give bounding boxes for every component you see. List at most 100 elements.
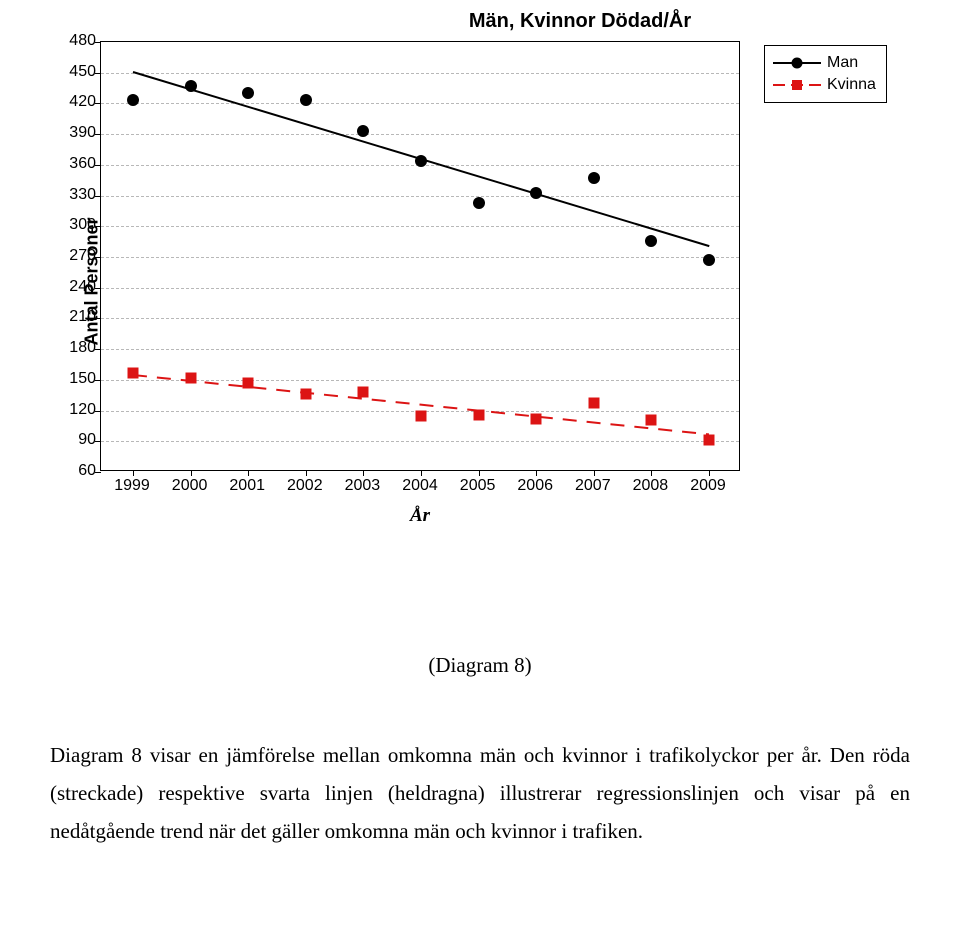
data-marker <box>473 409 484 420</box>
chart-body: Antal Personer 6090120150180210240270300… <box>20 41 940 527</box>
data-marker <box>588 172 600 184</box>
data-marker <box>243 377 254 388</box>
data-marker <box>300 389 311 400</box>
y-tick-label: 390 <box>69 125 96 141</box>
data-marker <box>473 197 485 209</box>
x-tick-label: 2005 <box>460 477 496 495</box>
x-tick-label: 2008 <box>633 477 669 495</box>
y-tick-label: 450 <box>69 64 96 80</box>
data-marker <box>185 80 197 92</box>
plot-column: 1999200020012002200320042005200620072008… <box>100 41 740 527</box>
x-tick-label: 2003 <box>345 477 381 495</box>
data-marker <box>531 413 542 424</box>
diagram-caption: (Diagram 8) <box>0 653 960 678</box>
data-marker <box>415 155 427 167</box>
x-tick-label: 2001 <box>229 477 265 495</box>
y-tick-label: 210 <box>69 309 96 325</box>
grid-line <box>101 288 739 289</box>
x-tick-mark <box>306 470 307 476</box>
y-tick-label: 150 <box>69 371 96 387</box>
x-tick-mark <box>709 470 710 476</box>
x-axis-label: År <box>100 505 740 527</box>
x-tick-label: 2007 <box>575 477 611 495</box>
y-tick-label: 240 <box>69 279 96 295</box>
grid-line <box>101 441 739 442</box>
x-tick-label: 2006 <box>517 477 553 495</box>
data-marker <box>530 187 542 199</box>
y-tick-mark <box>95 42 101 43</box>
x-tick-mark <box>133 470 134 476</box>
x-tick-mark <box>479 470 480 476</box>
grid-line <box>101 134 739 135</box>
y-tick-mark <box>95 165 101 166</box>
square-marker-icon <box>792 80 802 90</box>
x-tick-mark <box>421 470 422 476</box>
y-tick-label: 120 <box>69 402 96 418</box>
y-tick-mark <box>95 73 101 74</box>
x-tick-mark <box>191 470 192 476</box>
data-marker <box>703 254 715 266</box>
data-marker <box>358 387 369 398</box>
grid-line <box>101 196 739 197</box>
y-tick-label: 180 <box>69 340 96 356</box>
legend-item: Man <box>773 52 876 74</box>
y-tick-mark <box>95 441 101 442</box>
body-paragraph: Diagram 8 visar en jämförelse mellan omk… <box>50 736 910 850</box>
legend-label: Man <box>827 54 858 72</box>
x-tick-label: 2009 <box>690 477 726 495</box>
y-tick-mark <box>95 257 101 258</box>
data-marker <box>645 235 657 247</box>
legend-label: Kvinna <box>827 76 876 94</box>
x-tick-label: 1999 <box>114 477 150 495</box>
x-tick-label: 2002 <box>287 477 323 495</box>
chart-title: Män, Kvinnor Dödad/År <box>220 10 940 33</box>
regression-line <box>133 374 709 435</box>
data-marker <box>357 125 369 137</box>
y-tick-label: 480 <box>69 33 96 49</box>
y-tick-mark <box>95 318 101 319</box>
y-tick-label: 330 <box>69 187 96 203</box>
y-tick-mark <box>95 134 101 135</box>
x-tick-label: 2000 <box>172 477 208 495</box>
data-marker <box>416 410 427 421</box>
grid-line <box>101 103 739 104</box>
x-tick-mark <box>363 470 364 476</box>
data-marker <box>646 414 657 425</box>
data-marker <box>588 398 599 409</box>
x-tick-mark <box>651 470 652 476</box>
y-tick-mark <box>95 103 101 104</box>
x-tick-mark <box>248 470 249 476</box>
x-tick-mark <box>536 470 537 476</box>
grid-line <box>101 349 739 350</box>
grid-line <box>101 318 739 319</box>
y-tick-mark <box>95 226 101 227</box>
legend-item: Kvinna <box>773 74 876 96</box>
grid-line <box>101 73 739 74</box>
grid-line <box>101 257 739 258</box>
y-tick-label: 90 <box>78 432 96 448</box>
data-marker <box>127 94 139 106</box>
legend-swatch <box>773 79 821 91</box>
plot-area <box>100 41 740 471</box>
y-tick-label: 420 <box>69 94 96 110</box>
y-tick-mark <box>95 288 101 289</box>
data-marker <box>704 435 715 446</box>
y-tick-mark <box>95 349 101 350</box>
x-ticks-row: 1999200020012002200320042005200620072008… <box>100 477 740 505</box>
y-ticks-column: 6090120150180210240270300330360390420450… <box>54 41 100 471</box>
y-tick-label: 60 <box>78 463 96 479</box>
data-marker <box>128 367 139 378</box>
legend: Man Kvinna <box>764 45 887 103</box>
y-tick-mark <box>95 380 101 381</box>
y-tick-mark <box>95 411 101 412</box>
data-marker <box>300 94 312 106</box>
data-marker <box>185 372 196 383</box>
data-marker <box>242 87 254 99</box>
chart-container: Män, Kvinnor Dödad/År Antal Personer 609… <box>20 10 940 527</box>
y-tick-label: 270 <box>69 248 96 264</box>
y-tick-mark <box>95 196 101 197</box>
legend-swatch <box>773 57 821 69</box>
y-tick-label: 360 <box>69 156 96 172</box>
y-tick-label: 300 <box>69 217 96 233</box>
y-tick-mark <box>95 472 101 473</box>
